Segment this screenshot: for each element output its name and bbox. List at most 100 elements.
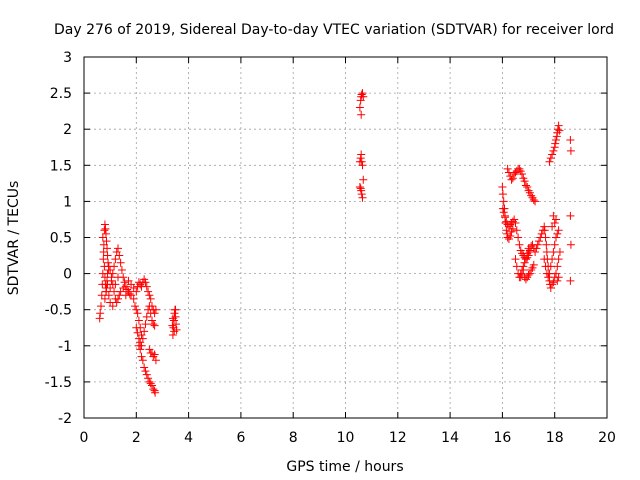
y-tick-label: -2: [58, 411, 72, 427]
data-point: [498, 190, 507, 199]
data-point: [357, 90, 366, 99]
data-point: [357, 157, 366, 166]
data-point: [100, 220, 109, 229]
data-point: [144, 287, 153, 296]
data-point: [104, 258, 113, 267]
data-point: [535, 237, 544, 246]
data-point: [355, 103, 364, 112]
data-point: [546, 284, 555, 293]
data-point: [145, 291, 154, 300]
data-point: [150, 350, 159, 359]
data-point: [110, 262, 119, 271]
data-point: [501, 213, 510, 222]
data-point: [506, 232, 515, 241]
data-point: [550, 143, 559, 152]
data-point: [123, 285, 132, 294]
data-point: [136, 338, 145, 347]
data-point: [357, 110, 366, 119]
data-point: [133, 309, 142, 318]
data-point: [95, 314, 104, 323]
data-point: [168, 321, 177, 330]
data-point: [519, 265, 528, 274]
x-tick-label: 16: [493, 430, 511, 446]
data-point: [549, 278, 558, 287]
data-point: [511, 219, 520, 228]
data-point: [531, 197, 540, 206]
data-point: [357, 150, 366, 159]
x-tick-label: 8: [289, 430, 298, 446]
x-tick-label: 12: [389, 430, 407, 446]
data-point: [552, 233, 561, 242]
data-point: [113, 273, 122, 282]
data-point: [146, 294, 155, 303]
data-point: [521, 181, 530, 190]
data-point: [503, 164, 512, 173]
data-point: [132, 305, 141, 314]
data-point: [548, 280, 557, 289]
data-point: [129, 294, 138, 303]
data-point: [554, 255, 563, 264]
x-tick-label: 10: [337, 430, 355, 446]
x-tick-label: 14: [441, 430, 459, 446]
data-point: [515, 240, 524, 249]
data-point: [140, 327, 149, 336]
data-point: [566, 211, 575, 220]
plot-frame: [83, 56, 608, 419]
data-point: [99, 255, 108, 264]
data-point: [134, 334, 143, 343]
data-point: [525, 269, 534, 278]
data-point: [103, 251, 112, 260]
data-point: [358, 161, 367, 170]
data-point: [142, 370, 151, 379]
data-point: [170, 327, 179, 336]
data-point: [542, 240, 551, 249]
data-point: [541, 233, 550, 242]
y-tick-label: 2.5: [50, 86, 72, 102]
data-point: [553, 276, 562, 285]
data-point: [546, 154, 555, 163]
data-point: [551, 139, 560, 148]
data-point: [100, 226, 109, 235]
data-point: [107, 276, 116, 285]
data-point: [552, 132, 561, 141]
data-point: [103, 280, 112, 289]
data-point: [540, 226, 549, 235]
data-point: [113, 294, 122, 303]
y-tick-label: -1.5: [45, 375, 72, 391]
data-point: [116, 258, 125, 267]
data-point: [96, 302, 105, 311]
data-point: [515, 164, 524, 173]
data-point: [545, 157, 554, 166]
data-point: [144, 374, 153, 383]
data-point: [540, 255, 549, 264]
data-point: [498, 182, 507, 191]
data-point: [142, 282, 151, 291]
data-point: [554, 226, 563, 235]
data-point: [146, 379, 155, 388]
y-tick-label: 0.5: [50, 231, 72, 247]
data-point: [511, 255, 520, 264]
data-point: [523, 182, 532, 191]
data-point: [520, 258, 529, 267]
data-point: [141, 278, 150, 287]
data-point: [529, 195, 538, 204]
data-point: [531, 247, 540, 256]
data-point: [141, 367, 150, 376]
y-tick-label: 1: [63, 194, 72, 210]
y-tick-label: 1.5: [50, 158, 72, 174]
data-point: [357, 186, 366, 195]
data-point: [98, 233, 107, 242]
data-point: [357, 190, 366, 199]
data-point: [555, 247, 564, 256]
data-point: [134, 316, 143, 325]
data-point: [117, 265, 126, 274]
data-point: [151, 305, 160, 314]
data-point: [548, 150, 557, 159]
data-point: [507, 175, 516, 184]
y-tick-label: -0.5: [45, 303, 72, 319]
data-point: [170, 309, 179, 318]
data-point: [136, 345, 145, 354]
data-point: [359, 92, 368, 101]
